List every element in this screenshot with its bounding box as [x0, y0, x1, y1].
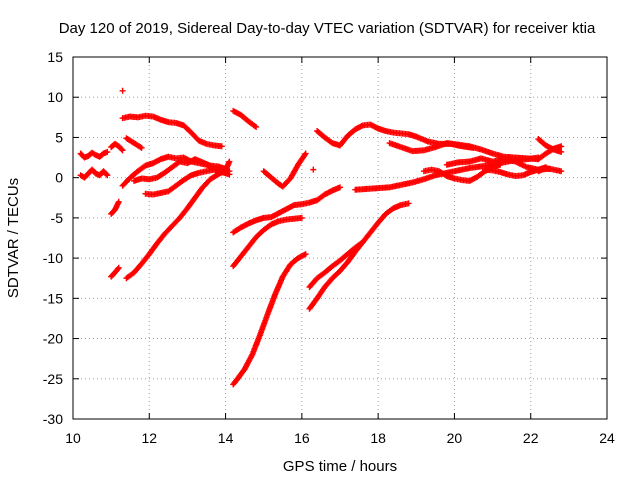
axis-layer: 10 12 14 16 18 20 22 24 -30 -25 -20 -15 -10 -5 0 5 10 15	[43, 49, 615, 446]
grid-layer	[73, 57, 607, 419]
data-point	[115, 198, 122, 205]
x-tick-label: 22	[523, 430, 539, 446]
data-series-arc-10	[131, 156, 229, 184]
y-tick-label: -5	[51, 210, 64, 226]
y-tick-label: -20	[43, 331, 63, 347]
chart-title: Day 120 of 2019, Sidereal Day-to-day VTE…	[59, 20, 596, 37]
data-series-arc-2	[77, 166, 111, 181]
data-series-arc-18	[310, 166, 317, 173]
x-tick-label: 18	[370, 430, 386, 446]
data-point	[302, 251, 309, 258]
x-tick-label: 12	[141, 430, 157, 446]
data-point	[104, 148, 111, 155]
data-point	[405, 200, 412, 207]
data-point	[359, 239, 366, 246]
y-axis-title: SDTVAR / TECUs	[5, 178, 22, 298]
x-tick-label: 16	[294, 430, 310, 446]
x-tick-label: 14	[218, 430, 234, 446]
data-trace-mark	[118, 146, 125, 153]
data-series-arc-14	[230, 107, 260, 130]
y-tick-label: -10	[43, 250, 63, 266]
data-series-arc-21	[306, 239, 366, 291]
data-series-arc-24	[420, 161, 504, 184]
data-series-arc-6	[119, 87, 126, 94]
data-series-arc-3	[108, 140, 126, 154]
data-series-arc-11	[142, 166, 233, 198]
data-point	[253, 123, 260, 130]
data-point	[558, 168, 565, 175]
data-point	[104, 172, 111, 179]
data-point	[298, 214, 305, 221]
data-series-arc-12	[123, 158, 233, 282]
data-trace-mark	[114, 265, 121, 272]
y-tick-label: 5	[55, 129, 63, 145]
plot-frame	[72, 56, 608, 420]
data-trace-mark	[301, 151, 308, 158]
data-point	[119, 147, 126, 154]
data-series-arc-1	[77, 148, 111, 161]
data-layer	[77, 87, 565, 388]
data-trace-mark	[137, 144, 144, 151]
x-tick-label: 10	[65, 430, 81, 446]
data-series-arc-28	[535, 165, 565, 175]
x-axis-title: GPS time / hours	[283, 458, 397, 475]
data-point	[119, 87, 126, 94]
data-series-arc-20	[306, 200, 412, 312]
data-series-arc-23	[386, 140, 542, 163]
data-series-arc-16	[230, 251, 309, 388]
data-series-arc-7	[119, 112, 225, 150]
y-tick-label: -30	[43, 411, 63, 427]
data-trace-mark	[103, 171, 110, 178]
data-point	[337, 184, 343, 191]
data-point	[226, 158, 233, 165]
data-point	[226, 171, 233, 178]
y-tick-label: 15	[47, 49, 63, 65]
y-tick-label: 10	[47, 89, 63, 105]
y-tick-label: -25	[43, 371, 63, 387]
data-point	[218, 143, 225, 150]
data-point	[310, 166, 317, 173]
y-tick-label: -15	[43, 290, 63, 306]
data-series-arc-13	[230, 184, 343, 236]
x-tick-label: 24	[599, 430, 615, 446]
data-point	[115, 264, 122, 271]
data-point	[138, 144, 145, 151]
data-series-arc-15	[230, 214, 305, 270]
data-trace-mark	[251, 123, 258, 130]
data-point	[558, 143, 565, 150]
data-point	[302, 150, 309, 157]
y-tick-label: 0	[55, 170, 63, 186]
x-tick-label: 20	[447, 430, 463, 446]
data-series-arc-4	[108, 198, 122, 217]
data-trace-mark	[358, 239, 365, 246]
data-series-arc-17	[260, 150, 309, 190]
data-series-arc-5	[108, 264, 122, 280]
data-series-arc-9	[123, 135, 145, 151]
data-series-arc-29	[535, 143, 565, 163]
data-point	[558, 148, 565, 155]
